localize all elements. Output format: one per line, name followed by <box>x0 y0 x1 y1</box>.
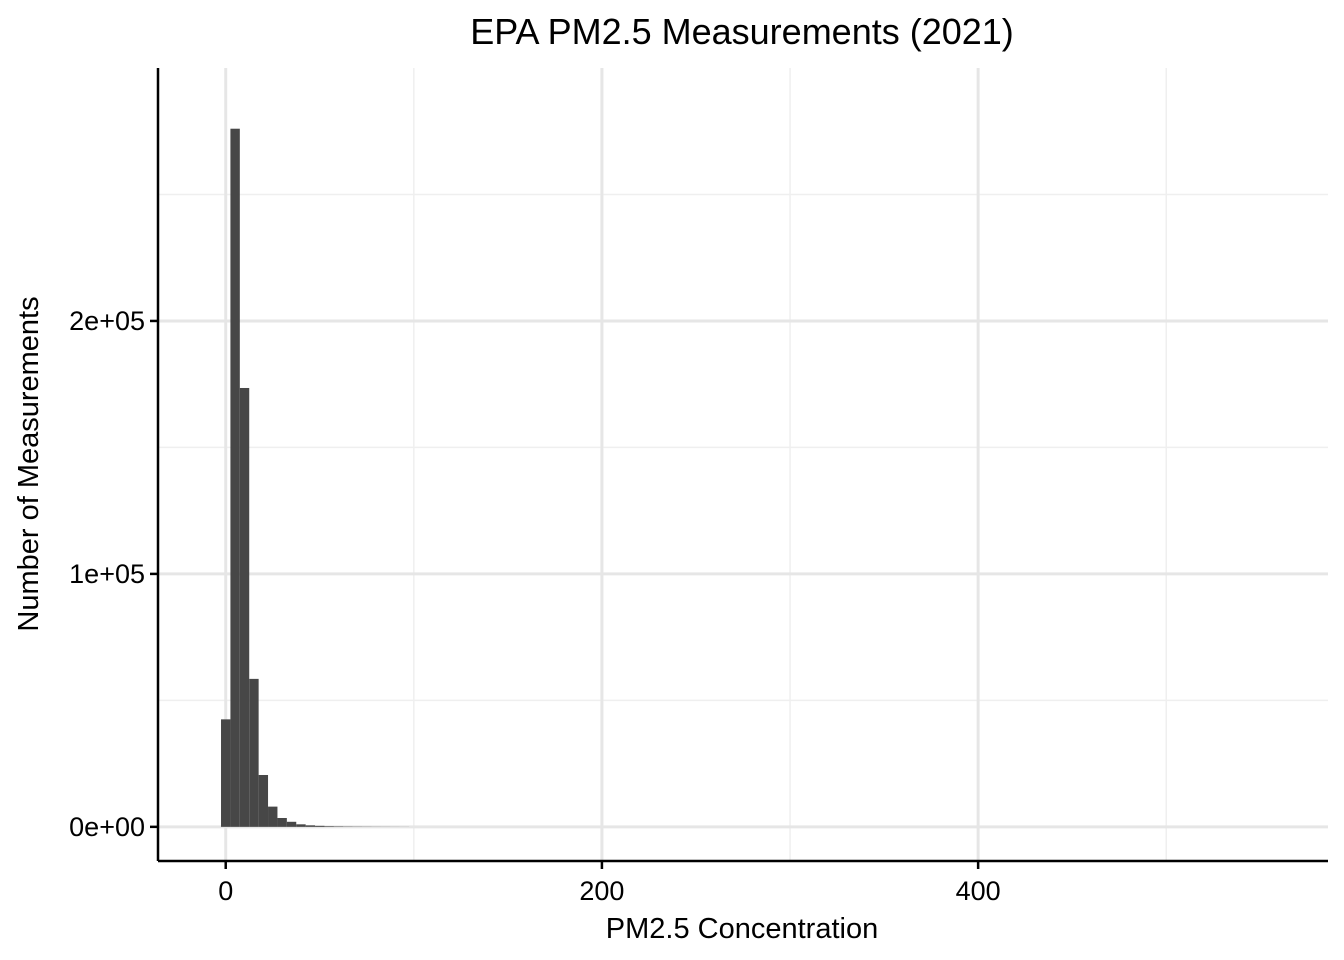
x-tick-label: 0 <box>218 876 233 906</box>
x-tick-label: 200 <box>579 876 624 906</box>
histogram-bar <box>268 806 278 827</box>
y-tick-label: 1e+05 <box>69 559 145 589</box>
histogram-bar <box>296 824 306 827</box>
y-tick-label: 0e+00 <box>69 812 145 842</box>
x-tick-label: 400 <box>956 876 1001 906</box>
histogram-bar <box>230 128 240 827</box>
x-axis-title: PM2.5 Concentration <box>606 913 878 945</box>
chart-title: EPA PM2.5 Measurements (2021) <box>470 11 1014 52</box>
histogram-bar <box>249 678 259 827</box>
y-tick-label: 2e+05 <box>69 306 145 336</box>
histogram-bar <box>305 825 316 827</box>
minor-gridlines <box>158 68 1328 861</box>
histogram-bar <box>324 826 334 827</box>
histogram-bar <box>286 821 297 827</box>
histogram-bar <box>239 387 250 827</box>
histogram-bar <box>315 825 325 827</box>
plot-panel: 0e+00 1e+05 2e+05 0 200 400 <box>69 68 1328 906</box>
histogram-bar <box>277 817 287 827</box>
y-axis-title: Number of Measurements <box>13 296 45 631</box>
histogram-bar <box>221 719 231 827</box>
x-axis-ticks: 0 200 400 <box>218 861 1001 906</box>
histogram-bars <box>221 128 410 827</box>
histogram-bar <box>258 774 269 827</box>
major-gridlines <box>158 68 1328 861</box>
y-axis-ticks: 0e+00 1e+05 2e+05 <box>69 306 158 842</box>
